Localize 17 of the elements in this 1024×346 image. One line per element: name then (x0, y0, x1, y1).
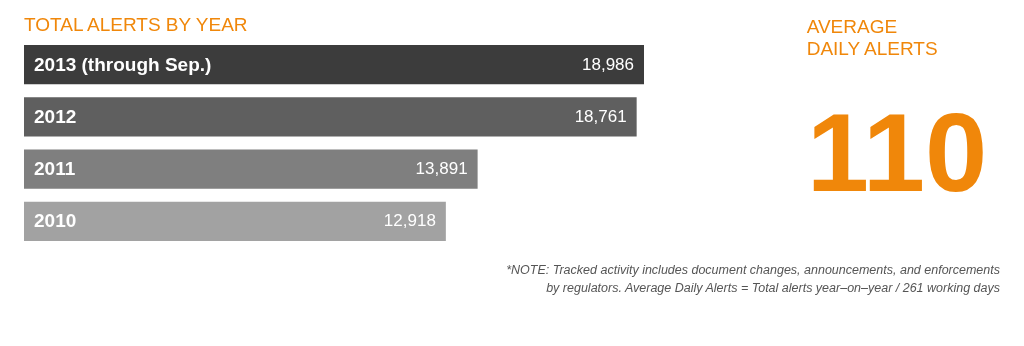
text: 110 (806, 90, 988, 215)
bar (24, 45, 644, 85)
text: AVERAGE DAILY ALERTS (806, 16, 938, 59)
bar (24, 97, 637, 137)
y-tick-label: 2010 (34, 210, 77, 232)
bar (24, 201, 446, 241)
data-label: 18,761 (574, 106, 627, 126)
data-label: 18,986 (582, 54, 634, 74)
data-label: 12,918 (383, 211, 436, 231)
y-tick-label: 2012 (34, 105, 77, 127)
bar (24, 149, 478, 189)
data-label: 13,891 (415, 159, 468, 179)
text: by regulators. Average Daily Alerts = Total alerts year–on–year / 261 working days (546, 281, 1000, 295)
text: *NOTE: Tracked activity includes document changes, announcements, and enforcements (506, 263, 1000, 277)
y-tick-label: 2011 (34, 158, 76, 180)
y-tick-label: 2013 (through Sep.) (34, 53, 212, 75)
chart-title: TOTAL ALERTS BY YEAR (24, 14, 248, 35)
